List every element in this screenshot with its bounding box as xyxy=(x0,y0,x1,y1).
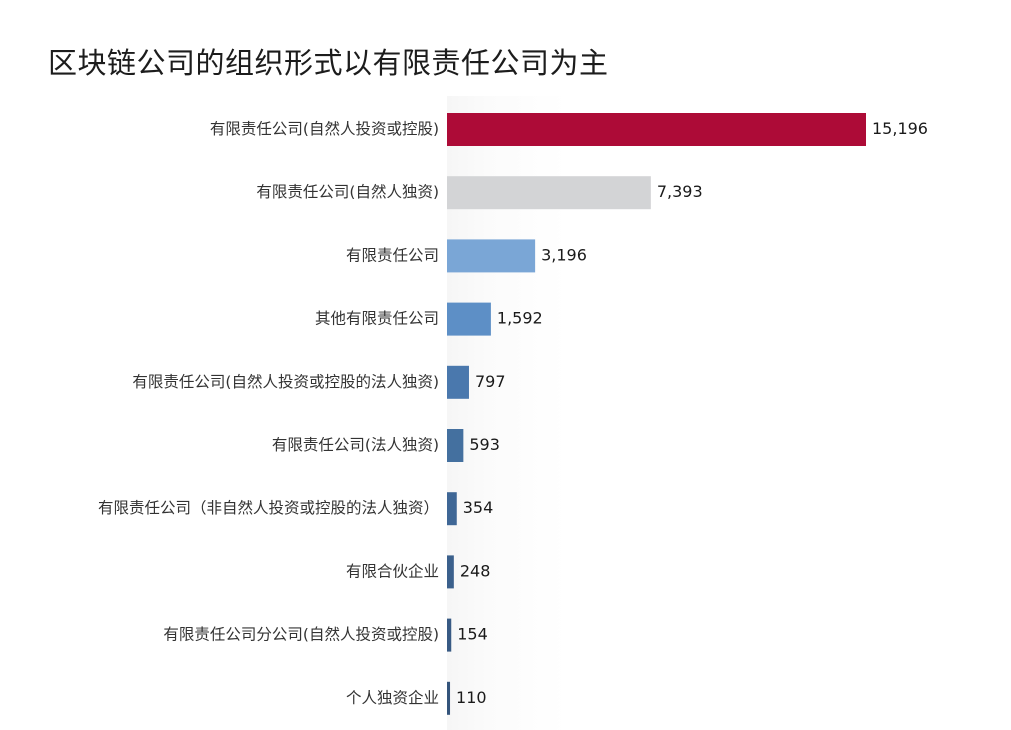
category-label-9: 有限责任公司分公司(自然人投资或控股) xyxy=(163,626,439,644)
category-label-5: 有限责任公司(自然人投资或控股的法人独资) xyxy=(132,373,439,391)
category-label-1: 有限责任公司(自然人投资或控股) xyxy=(210,120,439,138)
value-label-2: 7,393 xyxy=(657,182,703,201)
chart-title: 区块链公司的组织形式以有限责任公司为主 xyxy=(48,46,609,80)
category-label-2: 有限责任公司(自然人独资) xyxy=(256,183,439,201)
bar-9 xyxy=(447,618,452,652)
category-label-7: 有限责任公司（非自然人投资或控股的法人独资） xyxy=(98,499,439,517)
bar-6 xyxy=(447,429,464,462)
bar-8 xyxy=(447,555,454,589)
bar-2 xyxy=(447,176,651,210)
value-label-6: 593 xyxy=(469,435,500,454)
bar-1 xyxy=(447,113,866,146)
value-label-4: 1,592 xyxy=(497,309,543,328)
category-label-3: 有限责任公司 xyxy=(346,246,439,264)
value-label-9: 154 xyxy=(457,625,488,644)
bar-5 xyxy=(447,365,469,399)
value-label-8: 248 xyxy=(460,561,491,580)
value-label-5: 797 xyxy=(475,372,506,391)
value-label-3: 3,196 xyxy=(541,245,587,264)
value-label-10: 110 xyxy=(456,688,487,707)
category-label-4: 其他有限责任公司 xyxy=(315,310,439,328)
value-label-7: 354 xyxy=(463,498,494,517)
category-label-10: 个人独资企业 xyxy=(346,689,439,707)
bar-3 xyxy=(447,239,536,273)
bar-7 xyxy=(447,492,457,526)
category-label-8: 有限合伙企业 xyxy=(346,562,439,580)
category-label-6: 有限责任公司(法人独资) xyxy=(272,436,439,454)
value-label-1: 15,196 xyxy=(872,119,928,138)
bar-4 xyxy=(447,302,491,336)
bar-10 xyxy=(447,681,451,715)
